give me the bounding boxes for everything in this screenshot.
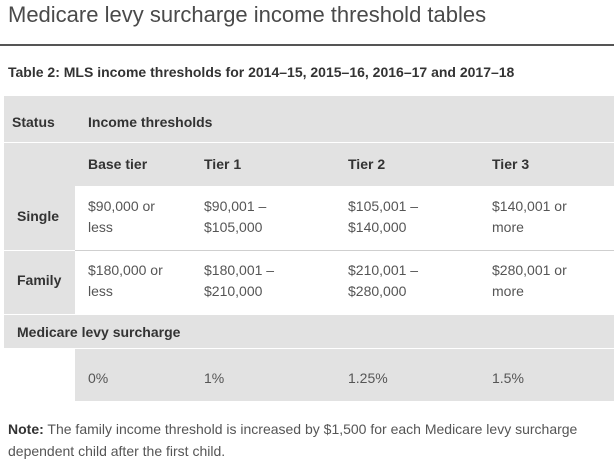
cell-line: more <box>492 219 524 235</box>
income-thresholds-header: Income thresholds <box>88 114 213 130</box>
table-cell: $140,001 or more <box>492 196 567 238</box>
status-header: Status <box>12 114 55 130</box>
table-cell: $180,000 or less <box>88 260 163 302</box>
table-cell: $90,000 or less <box>88 196 155 238</box>
header-divider <box>4 142 614 143</box>
note-label: Note: <box>8 421 44 437</box>
surcharge-rate-tier-3: 1.5% <box>492 370 524 386</box>
page-title: Medicare levy surcharge income threshold… <box>8 2 487 27</box>
surcharge-rate-base: 0% <box>88 370 109 386</box>
row-label-single: Single <box>17 208 60 224</box>
table-cell: $280,001 or more <box>492 260 567 302</box>
table-cell: $180,001 – $210,000 <box>204 260 274 302</box>
row-label-family: Family <box>17 272 62 288</box>
surcharge-values-divider <box>4 348 614 349</box>
cell-line: $90,000 or <box>88 198 155 214</box>
cell-line: $105,001 – <box>348 198 419 214</box>
table-cell: $210,001 – $280,000 <box>348 260 418 302</box>
cell-line: $140,000 <box>348 219 407 235</box>
tier-header-2: Tier 2 <box>348 156 386 172</box>
surcharge-header: Medicare levy surcharge <box>17 324 181 340</box>
cell-line: less <box>88 283 113 299</box>
surcharge-rate-tier-1: 1% <box>204 370 225 386</box>
table-header-background <box>4 96 614 186</box>
note-text: The family income threshold is increased… <box>8 421 578 459</box>
surcharge-header-background <box>4 314 614 348</box>
cell-line: $280,001 or <box>492 262 567 278</box>
surcharge-values-background <box>75 348 614 401</box>
row-divider <box>75 250 614 251</box>
cell-line: less <box>88 219 113 235</box>
mls-threshold-table: Status Income thresholds Base tier Tier … <box>4 96 614 401</box>
tier-header-1: Tier 1 <box>204 156 242 172</box>
tier-header-base: Base tier <box>88 156 148 172</box>
cell-line: more <box>492 283 524 299</box>
table-note: Note: The family income threshold is inc… <box>8 418 608 462</box>
cell-line: $140,001 or <box>492 198 567 214</box>
cell-line: $210,000 <box>204 283 263 299</box>
table-cell: $90,001 – $105,000 <box>204 196 266 238</box>
surcharge-rate-tier-2: 1.25% <box>348 370 388 386</box>
cell-line: $280,000 <box>348 283 407 299</box>
table-cell: $105,001 – $140,000 <box>348 196 418 238</box>
cell-line: $90,001 – <box>204 198 267 214</box>
cell-line: $105,000 <box>204 219 263 235</box>
table-caption: Table 2: MLS income thresholds for 2014–… <box>8 64 515 80</box>
surcharge-divider <box>4 314 614 315</box>
row-divider-label <box>4 250 75 251</box>
cell-line: $180,000 or <box>88 262 163 278</box>
cell-line: $210,001 – <box>348 262 419 278</box>
title-divider <box>0 44 614 46</box>
tier-header-3: Tier 3 <box>492 156 530 172</box>
cell-line: $180,001 – <box>204 262 275 278</box>
